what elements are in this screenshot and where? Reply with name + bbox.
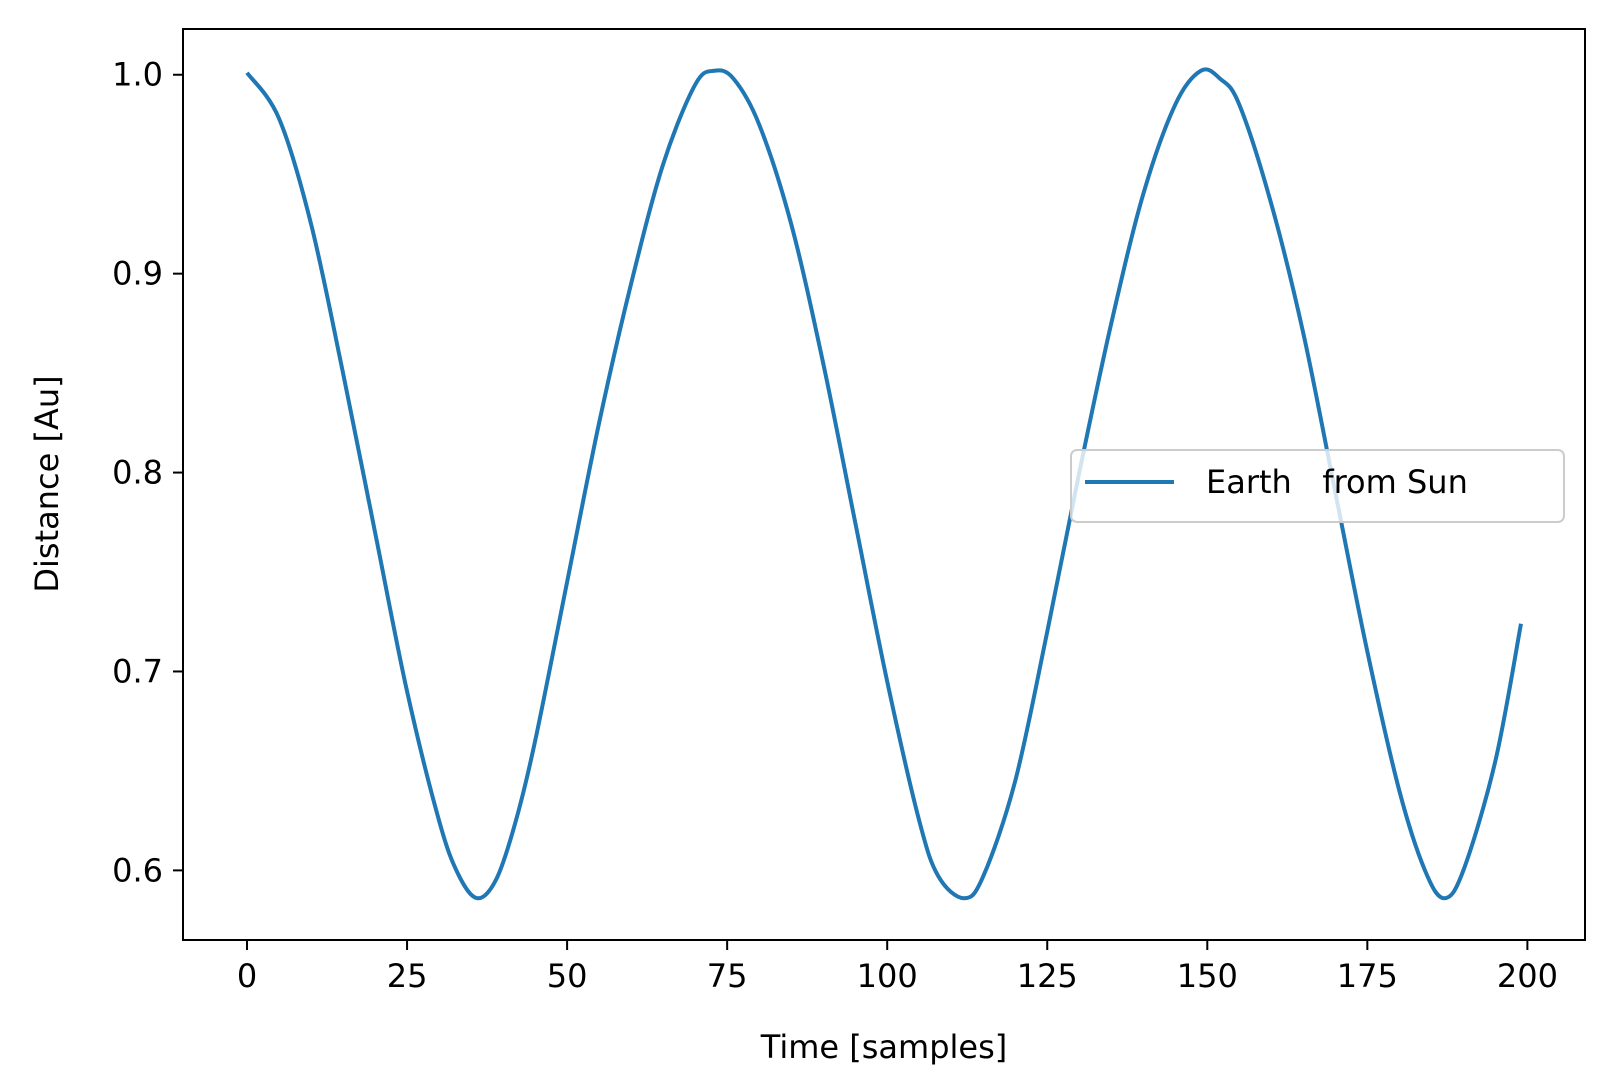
series-layer — [245, 67, 1523, 901]
x-tick-label: 125 — [1017, 957, 1078, 995]
x-tick-label: 25 — [387, 957, 428, 995]
y-tick-label: 0.8 — [112, 454, 163, 492]
x-tick-label: 200 — [1497, 957, 1558, 995]
x-axis-ticks: 0 25 50 75 100 125 150 175 200 — [237, 940, 1558, 995]
y-tick-label: 1.0 — [112, 56, 163, 94]
y-tick-label: 0.6 — [112, 851, 163, 889]
series-line-earth-from-sun — [245, 67, 1523, 901]
x-tick-label: 175 — [1337, 957, 1398, 995]
legend-box — [1070, 449, 1565, 523]
y-axis-ticks: 0.6 0.7 0.8 0.9 1.0 — [112, 56, 183, 889]
x-tick-label: 0 — [237, 957, 257, 995]
x-tick-label: 100 — [857, 957, 918, 995]
x-axis-label: Time [samples] — [760, 1028, 1007, 1066]
legend: Earth from Sun — [1070, 449, 1565, 523]
y-tick-label: 0.9 — [112, 255, 163, 293]
x-tick-label: 75 — [707, 957, 748, 995]
x-tick-label: 50 — [547, 957, 588, 995]
y-axis-label: Distance [Au] — [28, 375, 66, 592]
plot-frame — [182, 28, 1586, 941]
x-tick-label: 150 — [1177, 957, 1238, 995]
y-tick-label: 0.7 — [112, 652, 163, 690]
legend-label: Earth from Sun — [1206, 463, 1468, 501]
